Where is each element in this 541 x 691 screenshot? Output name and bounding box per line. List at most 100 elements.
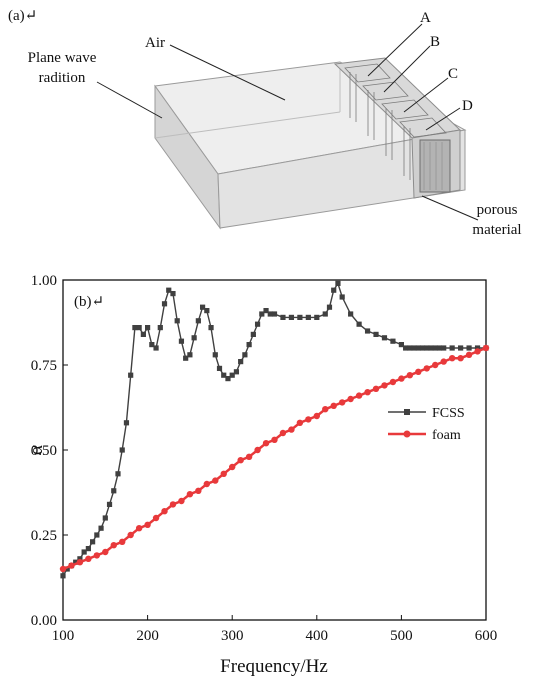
data-point-foam [415, 368, 422, 375]
series-line-foam [62, 346, 487, 571]
data-point-fcss [436, 345, 443, 351]
data-point-foam [389, 378, 397, 386]
data-point-fcss [64, 566, 70, 572]
data-point-foam [59, 565, 67, 573]
data-point-fcss [348, 311, 354, 317]
data-point-fcss [94, 532, 100, 538]
cell-b [362, 81, 409, 101]
data-point-fcss [250, 331, 256, 337]
data-point-fcss [263, 308, 269, 314]
data-point-foam [398, 375, 405, 382]
data-point-foam [448, 355, 456, 362]
data-point-foam [85, 555, 92, 562]
data-point-foam [338, 399, 346, 406]
data-point-fcss [132, 325, 138, 331]
data-point-foam [127, 531, 134, 539]
data-point-foam [262, 440, 270, 447]
x-axis-title: Frequency/Hz [220, 656, 328, 677]
data-point-fcss [212, 352, 218, 358]
axis-ticks: 100 200 300 400 500 600 0.00 0.25 0.50 0.75 1.00 [31, 273, 498, 644]
air-box-hidden-edge [154, 111, 341, 139]
data-point-foam [288, 426, 295, 433]
data-point-foam [245, 453, 253, 460]
data-point-foam [110, 542, 117, 549]
data-point-foam [355, 392, 363, 399]
data-point-fcss [229, 372, 235, 378]
data-point-fcss [149, 342, 155, 348]
cell-partitions [344, 63, 447, 180]
plane-wave-label: Plane wave [28, 50, 97, 66]
data-point-foam [169, 501, 177, 508]
data-point-fcss [373, 331, 379, 337]
data-point-foam [330, 402, 337, 409]
legend: FCSS foam [388, 406, 465, 443]
data-point-fcss [183, 355, 189, 361]
cell-c-label: C [448, 66, 458, 82]
data-point-fcss [364, 328, 371, 334]
data-point-fcss [449, 345, 455, 351]
data-point-fcss [474, 345, 481, 351]
data-point-foam [229, 463, 236, 471]
data-point-fcss [119, 447, 125, 453]
porous-leader [421, 195, 479, 221]
x-tick-label: 600 [475, 628, 498, 644]
panel-b-label: (b)↵ [74, 294, 104, 310]
data-point-fcss [411, 345, 417, 351]
x-tick-label: 300 [221, 628, 244, 644]
data-point-fcss [267, 311, 273, 317]
series-line-fcss [62, 281, 486, 577]
data-point-fcss [225, 376, 231, 382]
data-point-fcss [178, 338, 185, 344]
data-point-fcss [221, 372, 227, 378]
data-point-fcss [191, 335, 197, 341]
legend-label-foam: foam [432, 428, 461, 443]
y-tick-label: 0.25 [31, 528, 57, 544]
data-point-foam [296, 419, 304, 426]
data-point-foam [144, 521, 151, 528]
air-box-front-face [217, 129, 466, 229]
data-point-fcss [419, 345, 426, 351]
data-point-foam [406, 372, 414, 379]
porous-label: porous [477, 202, 518, 218]
data-point-foam [313, 412, 320, 420]
data-point-foam [474, 348, 481, 355]
cell-a [344, 63, 391, 83]
d-leader [425, 107, 461, 131]
data-point-foam [457, 355, 464, 362]
data-point-fcss [246, 342, 252, 348]
data-point-fcss [216, 365, 223, 371]
data-point-fcss [208, 325, 214, 331]
data-point-fcss [331, 287, 337, 293]
data-point-foam [220, 470, 227, 477]
series-fcss [60, 280, 489, 579]
x-tick-label: 500 [390, 628, 413, 644]
panel-b-chart: (b)↵ 100 200 300 400 500 6000.000.250.500.751… [26, 273, 497, 677]
data-point-fcss [280, 314, 286, 320]
legend-marker-foam [403, 430, 411, 438]
data-point-fcss [432, 345, 438, 351]
air-label: Air [145, 35, 165, 51]
y-tick-label: 0.00 [31, 613, 57, 629]
cell-b-label: B [430, 34, 440, 50]
plane-wave-leader [96, 81, 163, 119]
data-point-fcss [174, 318, 180, 324]
data-point-foam [347, 395, 354, 403]
y-tick-label: 0.50 [31, 443, 57, 459]
data-point-fcss [415, 345, 421, 351]
data-point-fcss [238, 359, 244, 365]
data-point-fcss [381, 335, 388, 341]
x-tick-label: 200 [136, 628, 159, 644]
data-point-fcss [466, 345, 472, 351]
data-point-fcss [398, 342, 404, 348]
plot-frame [62, 279, 487, 621]
data-point-fcss [106, 501, 113, 507]
data-point-foam [68, 562, 75, 569]
data-point-foam [465, 351, 473, 358]
data-point-foam [271, 436, 278, 443]
y-axis-title: α [26, 445, 47, 455]
data-point-fcss [335, 280, 341, 286]
data-point-fcss [297, 314, 303, 320]
data-point-foam [161, 508, 168, 515]
data-point-foam [423, 365, 430, 372]
